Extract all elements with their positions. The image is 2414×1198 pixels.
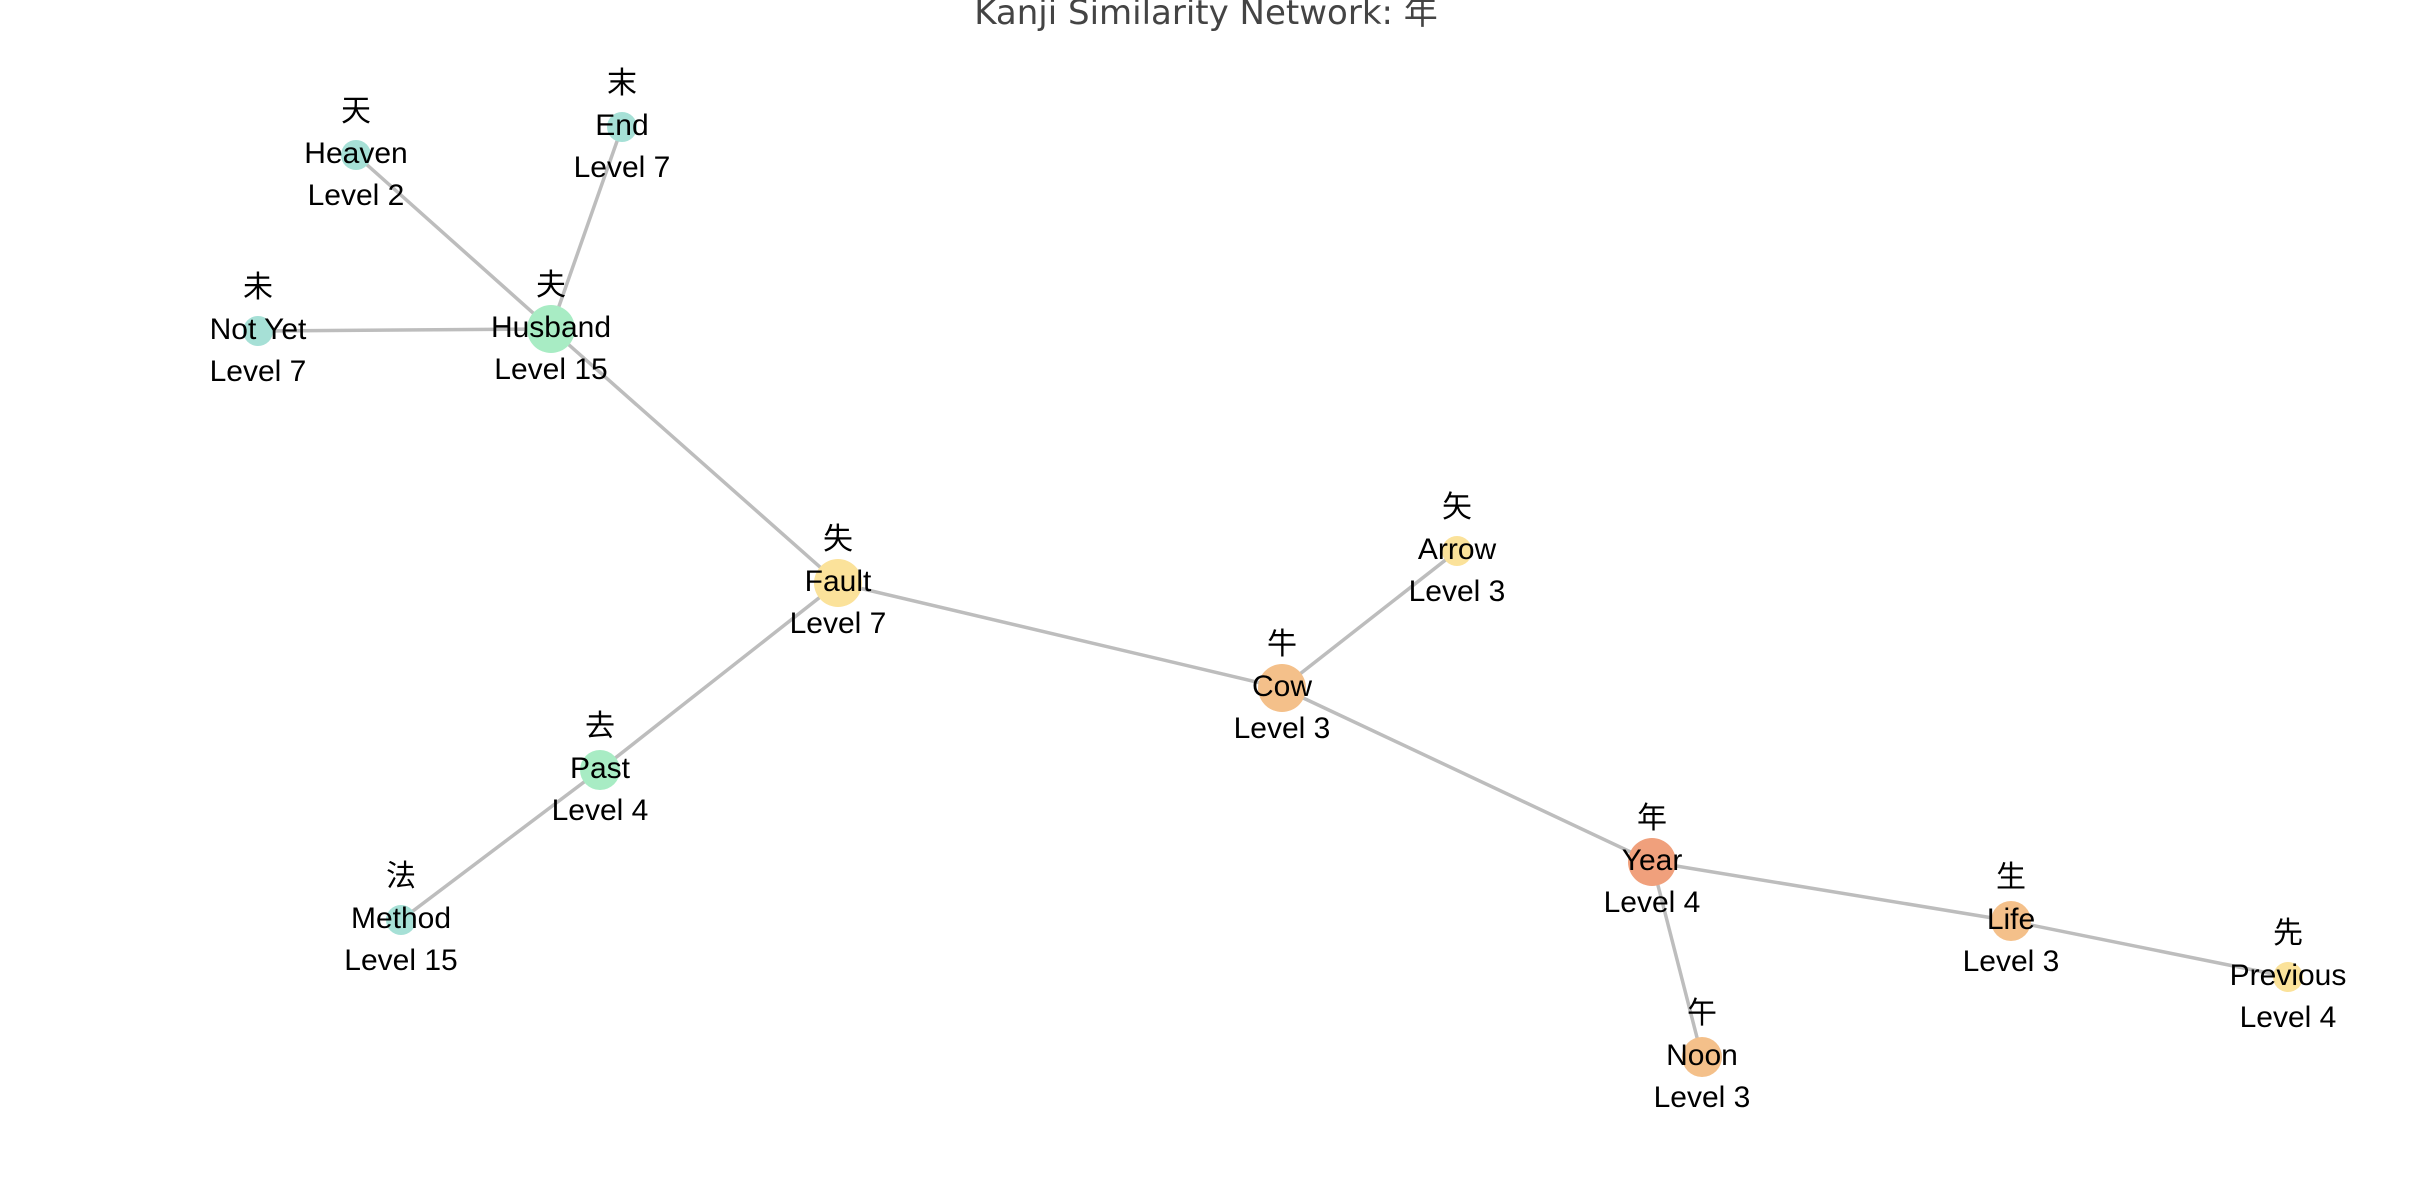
node-meaning: Heaven	[304, 137, 407, 170]
node-kanji: 夫	[536, 269, 566, 302]
node-fault[interactable]: 失 Fault Level 7	[790, 523, 887, 640]
edge-year-noon	[1650, 861, 1704, 1058]
node-level: Level 3	[1654, 1081, 1751, 1114]
node-marker[interactable]	[1258, 664, 1306, 712]
node-year[interactable]: 年 Year Level 4	[1604, 802, 1701, 919]
node-meaning: Not Yet	[210, 313, 307, 346]
node-kanji: 失	[823, 523, 853, 556]
edge-heaven-husband	[354, 153, 553, 331]
node-level: Level 3	[1963, 945, 2060, 978]
edge-arrow-cow	[1280, 549, 1459, 690]
node-marker[interactable]	[243, 316, 273, 346]
edge-year-life	[1651, 860, 2012, 923]
node-meaning: Life	[1987, 903, 2035, 936]
node-meaning: Previous	[2230, 959, 2347, 992]
node-meaning: Method	[351, 902, 451, 935]
node-kanji: 未	[243, 271, 273, 304]
node-meaning: Cow	[1252, 670, 1312, 703]
edge-end-husband	[549, 126, 624, 330]
node-arrow[interactable]: 矢 Arrow Level 3	[1409, 491, 1506, 608]
node-kanji: 矢	[1442, 491, 1472, 524]
node-kanji: 法	[386, 860, 416, 893]
node-kanji: 天	[341, 95, 371, 128]
node-marker[interactable]	[527, 305, 575, 353]
node-meaning: Fault	[805, 565, 872, 598]
node-noon[interactable]: 午 Noon Level 3	[1654, 997, 1751, 1114]
node-method[interactable]: 法 Method Level 15	[344, 860, 457, 977]
node-level: Level 4	[552, 794, 649, 827]
node-kanji: 生	[1996, 861, 2026, 894]
node-level: Level 3	[1234, 712, 1331, 745]
node-kanji: 牛	[1267, 628, 1297, 661]
chart-title: Kanji Similarity Network: 年	[974, 0, 1438, 33]
nodes-layer: 天 Heaven Level 2 末 End Level 7 未 Not Yet Level 7…	[210, 67, 2347, 1114]
node-marker[interactable]	[2273, 962, 2303, 992]
node-meaning: Arrow	[1418, 533, 1497, 566]
node-level: Level 7	[790, 607, 887, 640]
node-meaning: Past	[570, 752, 631, 785]
node-level: Level 4	[2240, 1001, 2337, 1034]
node-heaven[interactable]: 天 Heaven Level 2	[304, 95, 407, 212]
node-marker[interactable]	[341, 140, 371, 170]
node-marker[interactable]	[1628, 838, 1676, 886]
node-level: Level 4	[1604, 886, 1701, 919]
edge-past-method	[399, 768, 602, 922]
node-life[interactable]: 生 Life Level 3	[1963, 861, 2060, 978]
node-meaning: Noon	[1666, 1039, 1738, 1072]
node-level: Level 3	[1409, 575, 1506, 608]
node-marker[interactable]	[386, 905, 416, 935]
edge-fault-cow	[837, 581, 1283, 690]
node-end[interactable]: 末 End Level 7	[574, 67, 671, 184]
node-meaning: End	[595, 109, 648, 142]
node-kanji: 年	[1637, 802, 1667, 835]
node-kanji: 末	[607, 67, 637, 100]
node-marker[interactable]	[607, 112, 637, 142]
node-past[interactable]: 去 Past Level 4	[552, 710, 649, 827]
node-husband[interactable]: 夫 Husband Level 15	[491, 269, 611, 386]
node-meaning: Husband	[491, 311, 611, 344]
node-level: Level 7	[574, 151, 671, 184]
node-marker[interactable]	[1442, 536, 1472, 566]
edges-layer	[257, 126, 2289, 1058]
node-marker[interactable]	[1682, 1037, 1722, 1077]
node-kanji: 先	[2273, 917, 2303, 950]
node-marker[interactable]	[1991, 901, 2031, 941]
edge-notyet-husband	[257, 327, 552, 333]
node-previous[interactable]: 先 Previous Level 4	[2230, 917, 2347, 1034]
node-notyet[interactable]: 未 Not Yet Level 7	[210, 271, 307, 388]
edge-fault-past	[598, 581, 840, 772]
node-level: Level 15	[344, 944, 457, 977]
edge-life-previous	[2010, 919, 2289, 979]
node-marker[interactable]	[580, 750, 620, 790]
node-cow[interactable]: 牛 Cow Level 3	[1234, 628, 1331, 745]
edge-cow-year	[1281, 686, 1653, 864]
node-meaning: Year	[1622, 844, 1683, 877]
node-level: Level 7	[210, 355, 307, 388]
edge-husband-fault	[549, 327, 840, 585]
node-level: Level 15	[494, 353, 607, 386]
node-kanji: 去	[585, 710, 615, 743]
node-level: Level 2	[308, 179, 405, 212]
node-kanji: 午	[1687, 997, 1717, 1030]
node-marker[interactable]	[814, 559, 862, 607]
